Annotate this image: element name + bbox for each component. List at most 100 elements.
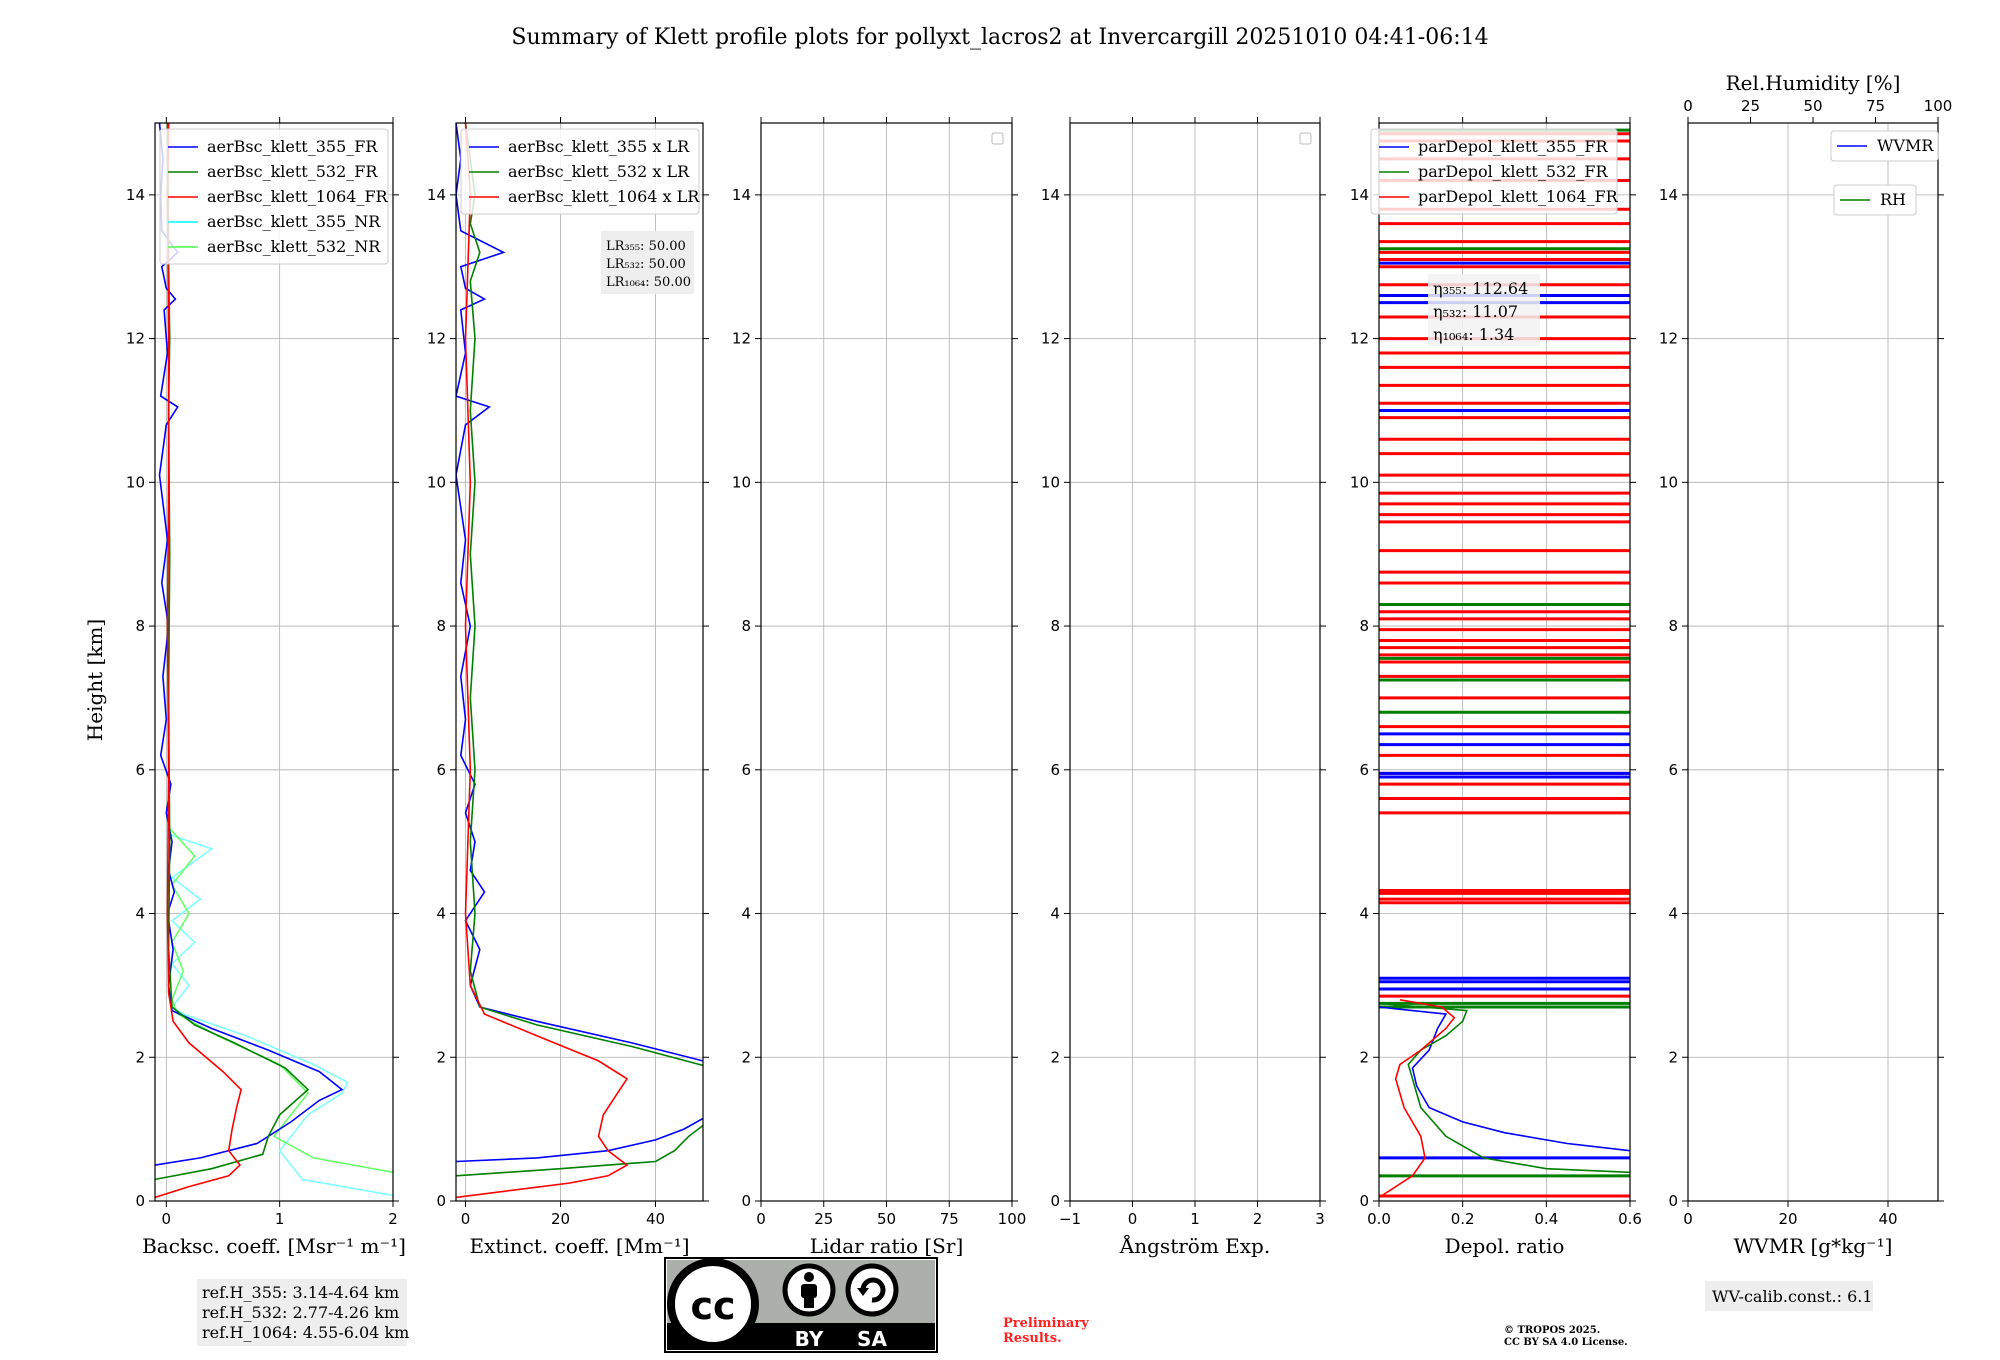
- y-tick-label: 10: [732, 473, 751, 491]
- x-tick-label: −1: [1059, 1210, 1081, 1228]
- eta-text: η₅₃₂: 11.07: [1433, 302, 1518, 321]
- y-tick-label: 10: [1041, 473, 1060, 491]
- copyright-line-1: © TROPOS 2025.: [1504, 1325, 1600, 1336]
- legend-label: aerBsc_klett_532_FR: [207, 162, 378, 181]
- y-tick-label: 8: [135, 617, 145, 635]
- y-tick-label: 14: [1041, 186, 1060, 204]
- series-aerBsc_klett_355_NR: [167, 123, 393, 1197]
- x-tick-label: 3: [1315, 1210, 1325, 1228]
- legend-label: RH: [1880, 190, 1906, 209]
- lidar-ratio-text: LR₃₅₅: 50.00: [606, 239, 686, 254]
- y-tick-label: 4: [1359, 905, 1369, 923]
- x-tick-label: 0: [756, 1210, 766, 1228]
- ref-height-box: [197, 1279, 407, 1346]
- x-axis-label: Ångström Exp.: [1119, 1233, 1270, 1258]
- legend-box: [460, 128, 700, 215]
- lidar-ratio-text: LR₅₃₂: 50.00: [606, 257, 686, 272]
- x-tick-label: 40: [646, 1210, 665, 1228]
- cc-license-badge: cc BY SA: [664, 1257, 938, 1353]
- legend-label: parDepol_klett_532_FR: [1418, 162, 1609, 181]
- y-tick-label: 2: [436, 1048, 446, 1066]
- by-icon: [782, 1263, 836, 1317]
- x-axis-label: Backsc. coeff. [Msr⁻¹ m⁻¹]: [142, 1234, 406, 1258]
- x-tick-label: 0.6: [1618, 1210, 1642, 1228]
- y-tick-label: 8: [1359, 617, 1369, 635]
- x-tick-label: 50: [877, 1210, 896, 1228]
- y-tick-label: 0: [135, 1192, 145, 1210]
- x-tick-label: 40: [1878, 1210, 1897, 1228]
- y-tick-label: 6: [1668, 761, 1678, 779]
- legend-label: parDepol_klett_355_FR: [1418, 137, 1609, 156]
- y-tick-label: 12: [1041, 330, 1060, 348]
- series-aerBsc_klett_1064 x LR: [456, 123, 629, 1199]
- by-label: BY: [795, 1327, 824, 1351]
- legend-label: aerBsc_klett_355_NR: [207, 212, 381, 231]
- legend-label: aerBsc_klett_355 x LR: [508, 137, 690, 156]
- wv-calib-const: WV-calib.const.: 6.1: [1712, 1287, 1873, 1306]
- x-tick-label: 0: [461, 1210, 471, 1228]
- y-tick-label: 8: [1668, 617, 1678, 635]
- x2-tick-label: 0: [1683, 97, 1693, 115]
- lidar-ratio-text: LR₁₀₆₄: 50.00: [606, 275, 691, 290]
- y-tick-label: 10: [1659, 473, 1678, 491]
- y-tick-label: 14: [732, 186, 751, 204]
- preliminary-line-1: Preliminary: [1003, 1316, 1089, 1331]
- y-tick-label: 12: [427, 330, 446, 348]
- legend-label: aerBsc_klett_1064 x LR: [508, 187, 700, 206]
- eta-text: η₃₅₅: 112.64: [1433, 279, 1528, 298]
- legend-label: WVMR: [1877, 136, 1934, 155]
- y-tick-label: 2: [1050, 1048, 1060, 1066]
- sa-icon: [845, 1263, 899, 1317]
- legend-label: aerBsc_klett_1064_FR: [207, 187, 389, 206]
- y-tick-label: 2: [135, 1048, 145, 1066]
- y-tick-label: 14: [427, 186, 446, 204]
- lidar-ratio-box: [601, 231, 694, 294]
- panel-wv: 0 20 40 0 2 4 6 8 10 12 14 WVMR [g*kg⁻¹] 0 25 50 75 100 R…: [1659, 71, 1952, 1311]
- y-tick-label: 14: [1659, 186, 1678, 204]
- panel-ext: 0 20 40 0 2 4 6 8 10 12 14 Extinct. coeff. [Mm⁻¹] ae…: [427, 117, 709, 1258]
- y-tick-label: 0: [436, 1192, 446, 1210]
- panel-dep: 0.0 0.2 0.4 0.6 0 2 4 6 8 10 12 14 Depol. ratio parDe…: [1350, 117, 1642, 1258]
- y-tick-label: 4: [1668, 905, 1678, 923]
- y-tick-label: 4: [741, 905, 751, 923]
- x2-tick-label: 100: [1924, 97, 1953, 115]
- series-aerBsc_klett_1064_FR: [155, 123, 242, 1199]
- y-tick-label: 0: [1359, 1192, 1369, 1210]
- series-parDepol_klett_1064_FR: [1379, 999, 1456, 1199]
- x-tick-label: 20: [551, 1210, 570, 1228]
- cc-icon: [667, 1258, 759, 1350]
- x2-tick-label: 25: [1741, 97, 1760, 115]
- x-axis-label: Depol. ratio: [1445, 1234, 1565, 1258]
- y-tick-label: 4: [1050, 905, 1060, 923]
- panel-lr: 0 25 50 75 100 0 2 4 6 8 10 12 14 Lidar ratio [Sr]: [732, 117, 1026, 1258]
- legend-box: [159, 128, 389, 265]
- y-tick-label: 12: [732, 330, 751, 348]
- y-tick-label: 6: [1359, 761, 1369, 779]
- x-tick-label: 1: [1190, 1210, 1200, 1228]
- legend-label: aerBsc_klett_532_NR: [207, 237, 381, 256]
- series-parDepol_klett_355_FR: [1379, 1006, 1630, 1152]
- y-tick-label: 4: [135, 905, 145, 923]
- x2-axis-label: Rel.Humidity [%]: [1726, 71, 1901, 95]
- x-axis-label: WVMR [g*kg⁻¹]: [1734, 1234, 1893, 1258]
- x-tick-label: 0: [1683, 1210, 1693, 1228]
- y-tick-label: 8: [436, 617, 446, 635]
- y-tick-label: 0: [1050, 1192, 1060, 1210]
- axes-frame: [455, 122, 704, 1202]
- empty-legend: [991, 132, 1004, 145]
- x-tick-label: 0: [1128, 1210, 1138, 1228]
- y-tick-label: 6: [1050, 761, 1060, 779]
- y-tick-label: 8: [1050, 617, 1060, 635]
- legend-box: [1370, 128, 1618, 215]
- x-tick-label: 100: [998, 1210, 1027, 1228]
- y-tick-label: 2: [1359, 1048, 1369, 1066]
- y-tick-label: 6: [135, 761, 145, 779]
- x-tick-label: 2: [388, 1210, 398, 1228]
- x-axis-label: Extinct. coeff. [Mm⁻¹]: [469, 1234, 689, 1258]
- figure-title: Summary of Klett profile plots for polly…: [511, 25, 1488, 50]
- y-tick-label: 14: [1350, 186, 1369, 204]
- legend-label: aerBsc_klett_532 x LR: [508, 162, 690, 181]
- legend-label: parDepol_klett_1064_FR: [1418, 187, 1619, 206]
